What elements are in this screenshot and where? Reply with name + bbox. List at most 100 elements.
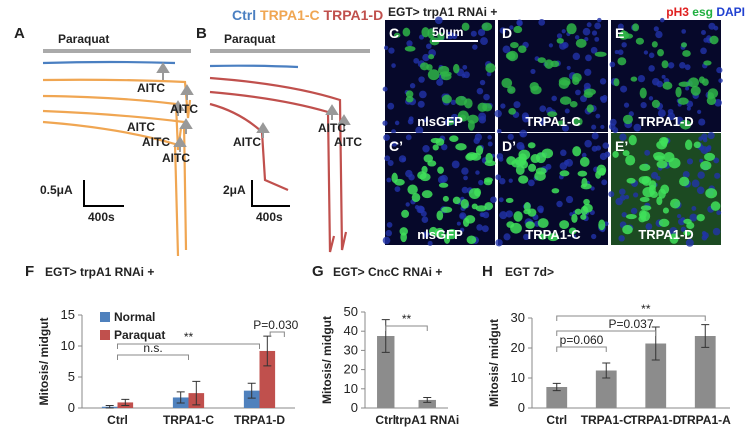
stimulus-label: Paraquat (58, 32, 109, 46)
nucleus (599, 78, 607, 85)
y-tick-label: 15 (61, 307, 75, 322)
nucleus (386, 222, 393, 228)
nucleus (656, 80, 663, 88)
x-tick-label: Ctrl (375, 413, 396, 427)
cell (661, 60, 669, 69)
y-tick-label: 40 (344, 323, 358, 338)
nucleus (561, 29, 566, 34)
nucleus (618, 235, 625, 242)
cell (680, 42, 687, 48)
cell (613, 78, 620, 87)
cell (657, 48, 664, 57)
legend-entry: Paraquat (114, 328, 165, 342)
cell (640, 205, 652, 211)
nucleus (406, 40, 413, 47)
arrows (156, 62, 194, 152)
cell (547, 233, 559, 242)
cell (507, 86, 516, 94)
nucleus (436, 78, 444, 86)
nucleus (481, 225, 489, 233)
cell (465, 215, 476, 224)
nucleus (702, 137, 708, 143)
nucleus (487, 135, 492, 140)
y-tick-label: 10 (511, 370, 525, 385)
cell (556, 37, 564, 44)
nucleus (619, 194, 626, 201)
cell (506, 156, 516, 165)
cell (685, 139, 693, 150)
cell (559, 220, 570, 230)
cell (535, 152, 547, 164)
y-tick-label: 20 (511, 340, 525, 355)
cell (626, 177, 636, 184)
image-caption: TRPA1-D (638, 227, 693, 242)
cell (460, 198, 469, 209)
cell (704, 152, 716, 161)
cell (630, 76, 638, 82)
image-caption: TRPA1-C (525, 227, 581, 242)
nucleus (602, 94, 608, 101)
nucleus (594, 36, 600, 42)
nucleus (462, 64, 468, 70)
cell (635, 37, 644, 45)
cell (654, 155, 665, 161)
aitc-label: AITC (170, 102, 198, 116)
cell (638, 176, 650, 185)
cell (538, 233, 547, 240)
nucleus (383, 134, 390, 141)
legend-entry: Ctrl (232, 7, 256, 23)
nucleus (427, 240, 433, 246)
nucleus (619, 188, 626, 196)
cell (537, 57, 546, 63)
cell (411, 193, 421, 203)
cell (639, 196, 650, 203)
cell (437, 166, 444, 174)
nucleus (630, 207, 638, 215)
nucleus (681, 29, 687, 34)
nucleus (660, 17, 665, 23)
nucleus (586, 22, 592, 28)
chart-title: EGT> trpA1 RNAi + (45, 265, 154, 279)
cell (443, 233, 451, 244)
chart-title: EGT> CncC RNAi + (333, 265, 442, 279)
micrograph: D TRPA1-C (494, 17, 608, 134)
nucleus (434, 16, 443, 25)
nucleus (495, 239, 503, 247)
nucleus (405, 134, 412, 141)
cell (678, 81, 691, 87)
nucleus (461, 186, 469, 194)
nucleus (499, 27, 507, 34)
cell (474, 187, 482, 197)
panel-label: H (482, 263, 493, 280)
image-caption: TRPA1-D (638, 114, 693, 129)
nucleus (707, 131, 715, 140)
nucleus (604, 151, 611, 158)
cell (394, 178, 405, 186)
cell (690, 85, 701, 96)
y-tick-label: 50 (344, 304, 358, 319)
aitc-label: AITC (162, 151, 190, 165)
cell (447, 119, 455, 126)
nucleus (708, 22, 716, 30)
nucleus (507, 133, 514, 140)
cell (622, 224, 633, 235)
error-bar (602, 362, 611, 379)
nucleus (478, 112, 487, 121)
x-tick-label: Ctrl (107, 413, 128, 427)
cell (581, 177, 588, 188)
nucleus (539, 105, 547, 113)
stimulus-bar (210, 49, 370, 53)
nucleus (574, 35, 580, 40)
cell (579, 156, 590, 167)
cell (455, 143, 467, 151)
nucleus (538, 118, 546, 126)
nucleus (560, 149, 567, 157)
nucleus (394, 186, 401, 193)
cell (559, 170, 570, 177)
annotation: ** (641, 302, 651, 316)
nucleus (391, 63, 396, 68)
nucleus (684, 64, 691, 71)
nucleus (643, 50, 649, 55)
y-axis-label: Mitosis/ midgut (320, 316, 334, 404)
